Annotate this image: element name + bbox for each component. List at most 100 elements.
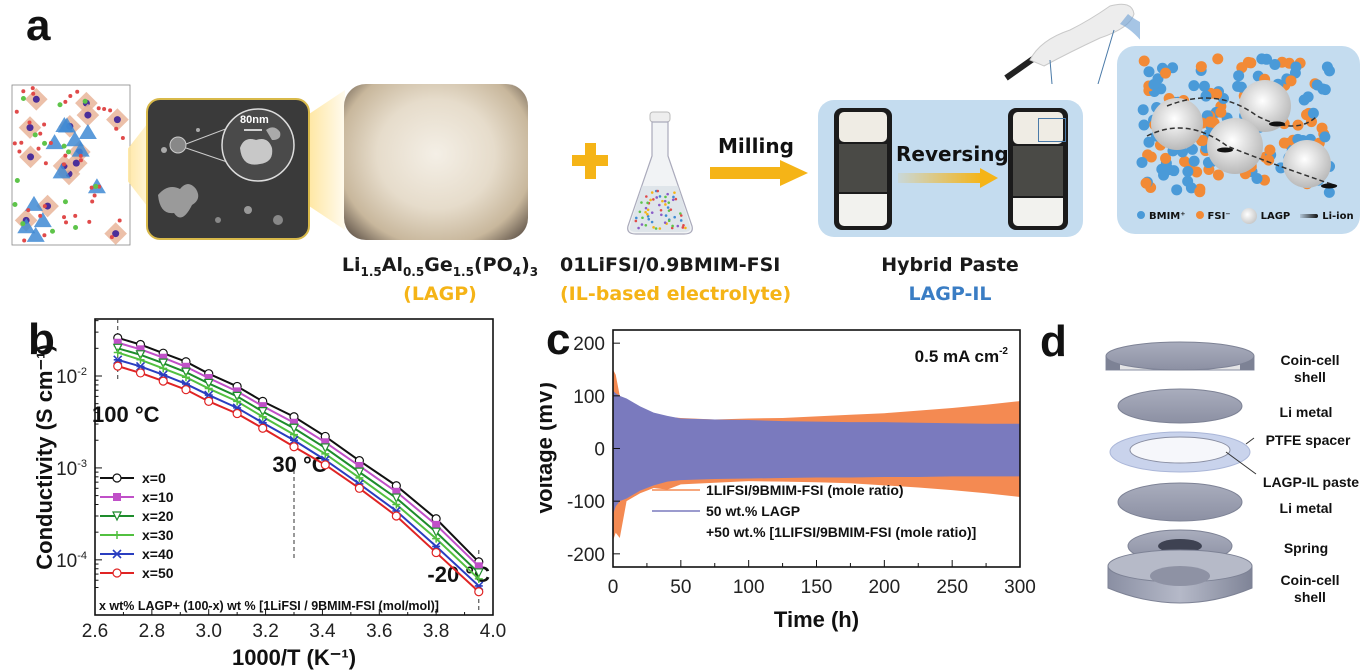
data-point: [258, 412, 267, 421]
molecule-atom: [646, 208, 650, 212]
label-line: Spring: [1283, 540, 1329, 556]
ge-atom: [84, 111, 92, 119]
data-point: [354, 483, 364, 493]
o-atom: [26, 208, 31, 213]
o-atom: [92, 193, 97, 198]
lagp-formula: Li1.5Al0.5Ge1.5(PO4)3: [340, 254, 540, 279]
li-atom: [42, 140, 48, 146]
y-tick-label: 10-4: [56, 550, 87, 572]
molecule-atom: [650, 220, 654, 224]
series-x-50: [113, 361, 484, 597]
x-tick-label: 50: [670, 577, 691, 598]
data-point: [431, 547, 441, 558]
li-atom: [65, 149, 71, 155]
layer-li-metal-bottom: [1117, 482, 1243, 522]
x-tick-label: 3.0: [196, 621, 222, 642]
ion-dot: [1138, 55, 1150, 67]
formula-sub: 4: [512, 264, 522, 279]
label-lagp-il-paste: LAGP-IL paste: [1256, 474, 1366, 491]
o-atom: [27, 120, 32, 125]
o-atom: [75, 89, 80, 94]
molecule-atom: [674, 197, 678, 201]
x-tick-label: 3.8: [423, 621, 449, 642]
data-point: [391, 511, 401, 521]
data-point: [290, 430, 298, 439]
molecule-atom: [645, 195, 648, 198]
legend-label: x=10: [142, 489, 174, 505]
li-ion-comet: [1269, 121, 1285, 127]
molecule-atom: [640, 201, 643, 204]
ion-dot: [1182, 166, 1194, 178]
legend-label: LAGP: [1260, 211, 1291, 222]
formula-sub: 1.5: [360, 264, 382, 279]
temperature-annotation: 100 °C: [92, 402, 160, 427]
li-atom: [73, 225, 79, 231]
molecule-atom: [679, 219, 683, 222]
o-atom: [48, 141, 53, 146]
molecule-atom: [649, 198, 652, 202]
li-atom: [12, 201, 18, 207]
molecule-atom: [654, 227, 658, 230]
ion-dot: [1323, 186, 1335, 198]
legend-label: x=0: [142, 470, 166, 486]
data-point: [289, 435, 299, 445]
molecule-atom: [644, 206, 648, 210]
molecule-atom: [646, 212, 649, 216]
x-tick-label: 150: [801, 577, 833, 598]
o-atom: [120, 136, 125, 141]
data-point: [113, 493, 121, 501]
ion-dot: [1197, 134, 1209, 146]
tetrahedron: [65, 131, 84, 147]
ion-dot: [1160, 152, 1172, 164]
o-atom: [43, 161, 48, 166]
data-point: [158, 376, 168, 386]
molecule-atom: [664, 203, 667, 206]
formula-sub: 3: [529, 264, 539, 279]
molecule-atom: [652, 226, 655, 229]
legend-item-li-ion: Li-ion: [1300, 210, 1354, 222]
paste-schematic-panel: BMIM⁺ FSI⁻ LAGP Li-ion: [1117, 46, 1360, 234]
li-atom: [61, 143, 67, 149]
data-point: [203, 378, 214, 389]
legend-label: FSI⁻: [1207, 210, 1231, 222]
legend-label: Li-ion: [1322, 210, 1354, 222]
o-atom: [108, 108, 113, 113]
ion-dot: [1195, 61, 1207, 73]
ion-dot: [1321, 61, 1333, 73]
molecule-atom: [641, 216, 644, 220]
data-point: [257, 406, 268, 417]
o-atom: [62, 215, 67, 220]
ion-dot: [1317, 83, 1329, 95]
ion-dot: [1145, 151, 1157, 163]
o-atom: [63, 99, 68, 104]
x-tick-label: 250: [936, 577, 968, 598]
label-coin-cell-shell-bottom: Coin-cell shell: [1270, 572, 1350, 606]
formula-sub: 0.5: [402, 264, 425, 279]
molecule-atom: [652, 198, 655, 201]
data-point: [158, 358, 169, 369]
molecule-atom: [647, 217, 651, 221]
panel-c-letter: c: [546, 315, 571, 364]
crystal-structure-image: [11, 84, 131, 246]
ion-dot: [1269, 58, 1281, 70]
data-point: [289, 423, 299, 434]
x-tick-label: 2.6: [82, 621, 108, 642]
li-ion-comet: [1321, 183, 1337, 189]
data-point: [159, 364, 168, 373]
reversing-label: Reversing: [896, 142, 1009, 166]
lagp-sphere-icon: [1240, 208, 1257, 224]
legend-label: +50 wt.% [1LIFSI/9BMIM-FSI (mole ratio)]: [706, 524, 976, 540]
y-axis-label: Conductivity (S cm⁻¹): [32, 344, 57, 570]
milling-label: Milling: [718, 134, 794, 158]
data-point: [392, 500, 401, 509]
data-point: [136, 355, 145, 364]
o-atom: [96, 106, 101, 111]
molecule-atom: [659, 208, 663, 212]
x-tick-label: 0: [608, 577, 619, 598]
ion-dot: [1171, 184, 1183, 196]
voltage-chart: 0 50 100 150 200 250 300 -200 -100 0 100 200 Time (h…: [540, 329, 1036, 632]
lagp-particle: [1283, 140, 1331, 188]
molecule-atom: [638, 210, 642, 214]
li-atom: [82, 98, 88, 104]
tetrahedron: [57, 117, 76, 133]
